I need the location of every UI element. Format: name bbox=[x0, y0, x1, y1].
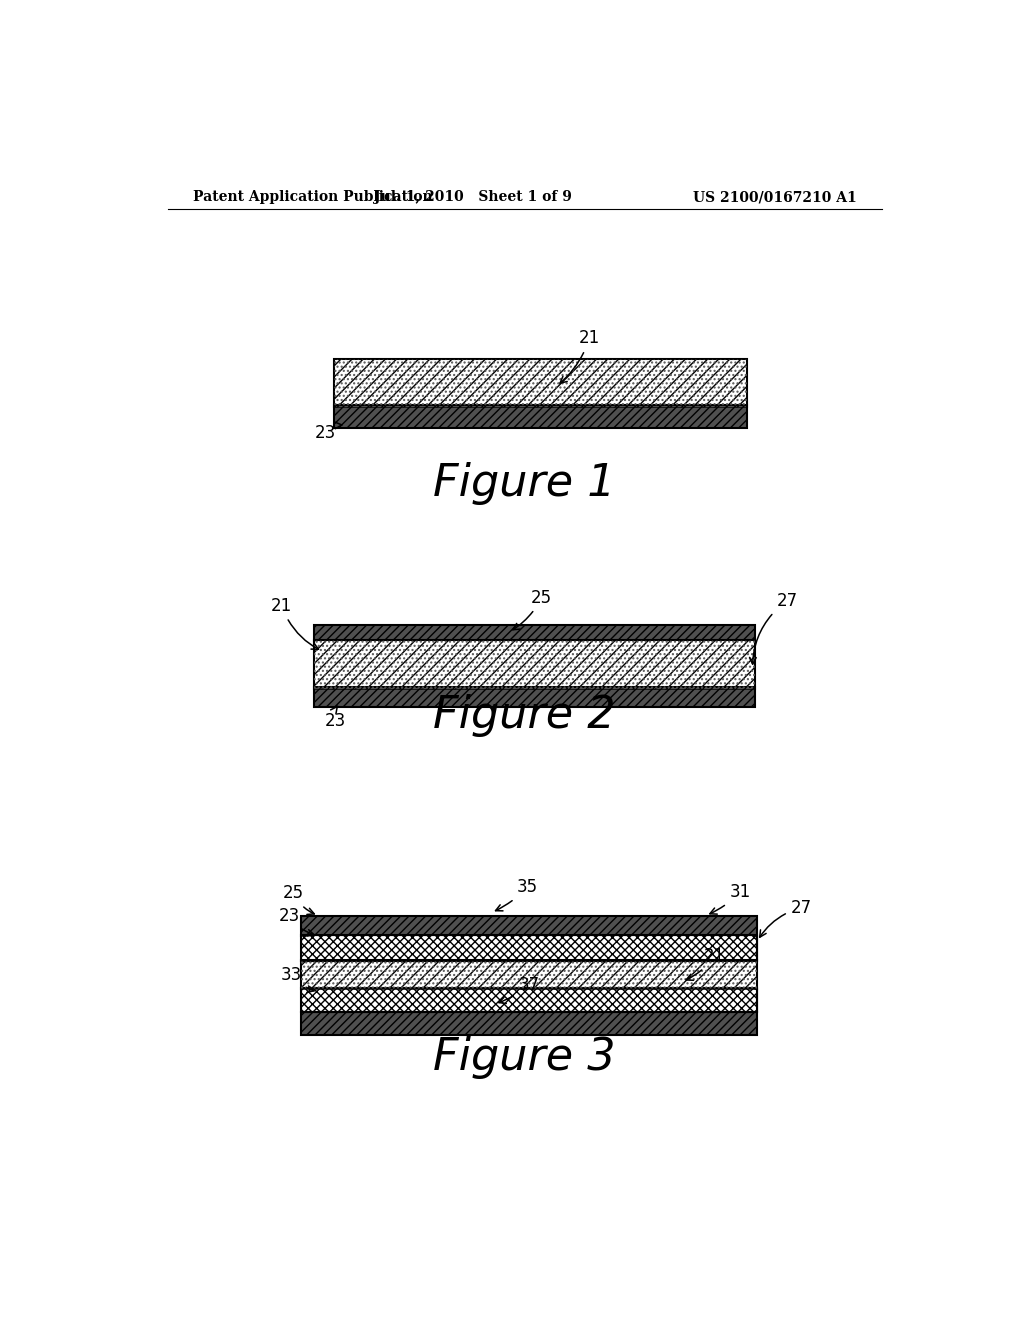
Bar bbox=[314, 686, 755, 708]
Text: 25: 25 bbox=[513, 589, 552, 630]
Text: 31: 31 bbox=[710, 883, 751, 915]
Text: 37: 37 bbox=[499, 975, 540, 1003]
Text: 27: 27 bbox=[760, 899, 812, 937]
Text: 27: 27 bbox=[750, 591, 798, 664]
Text: US 2100/0167210 A1: US 2100/0167210 A1 bbox=[693, 190, 856, 205]
Text: 23: 23 bbox=[314, 422, 342, 442]
Text: 35: 35 bbox=[496, 878, 538, 911]
Text: Figure 1: Figure 1 bbox=[433, 462, 616, 506]
Text: Patent Application Publication: Patent Application Publication bbox=[194, 190, 433, 205]
Text: 23: 23 bbox=[325, 706, 346, 730]
Bar bbox=[301, 987, 758, 1012]
Text: Figure 2: Figure 2 bbox=[433, 694, 616, 737]
Bar bbox=[301, 961, 758, 989]
Bar bbox=[334, 359, 748, 408]
Text: 21: 21 bbox=[270, 597, 318, 649]
Text: 23: 23 bbox=[279, 907, 314, 936]
Bar bbox=[301, 935, 758, 961]
Text: Figure 3: Figure 3 bbox=[433, 1036, 616, 1080]
Text: 33: 33 bbox=[282, 966, 314, 993]
Text: 21: 21 bbox=[560, 330, 600, 383]
Bar bbox=[301, 987, 758, 1012]
Bar bbox=[301, 961, 758, 989]
Bar bbox=[314, 624, 755, 642]
Bar bbox=[301, 935, 758, 961]
Text: 21: 21 bbox=[686, 948, 725, 981]
Bar bbox=[334, 359, 748, 408]
Bar bbox=[301, 1012, 758, 1035]
Bar bbox=[314, 640, 755, 689]
Bar bbox=[314, 640, 755, 689]
Bar bbox=[301, 961, 758, 989]
Bar bbox=[334, 359, 748, 408]
Text: 25: 25 bbox=[283, 884, 314, 915]
Bar bbox=[314, 640, 755, 689]
Text: Jul. 1, 2010   Sheet 1 of 9: Jul. 1, 2010 Sheet 1 of 9 bbox=[375, 190, 572, 205]
Bar bbox=[334, 405, 748, 428]
Bar bbox=[301, 916, 758, 936]
